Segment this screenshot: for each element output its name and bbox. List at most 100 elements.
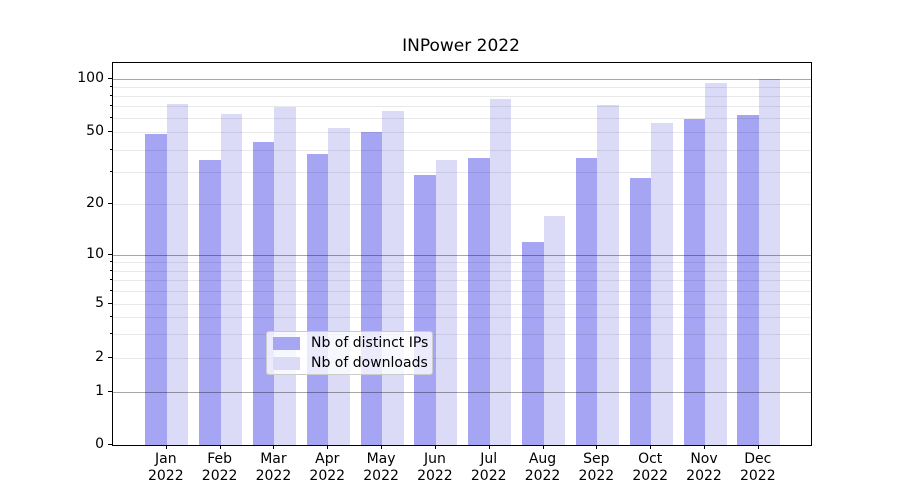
y-gridline-minor [113,317,811,318]
y-gridline-minor [113,262,811,263]
x-tick-label-month: Jul [480,451,498,467]
y-minor-tick-mark [110,85,112,87]
legend-item: Nb of distinct IPs [273,335,428,351]
x-tick-label-month: Oct [638,451,663,467]
y-gridline-minor [113,291,811,292]
y-tick-label: 5 [95,294,104,311]
y-gridline-minor [113,172,811,173]
bar-downloads [651,123,673,445]
y-gridline-minor [113,150,811,151]
bar-downloads [220,114,243,445]
x-tick-label: Oct 2022 [622,451,678,485]
x-tick-label-year: 2022 [686,468,722,484]
y-tick-label: 2 [95,349,104,366]
y-minor-tick-mark [110,148,112,150]
y-minor-tick-mark [110,171,112,173]
y-tick-label: 1 [95,382,104,399]
chart-title: INPower 2022 [402,36,520,56]
x-tick-label-month: Aug [528,451,557,467]
y-gridline-minor [113,87,811,88]
bar-downloads [758,78,781,445]
y-minor-tick-mark [110,279,112,281]
bar-distinct-ips [575,157,598,445]
y-tick-label: 10 [86,246,104,262]
y-gridline-minor [113,334,811,335]
y-minor-tick-mark [110,261,112,263]
x-tick-mark [650,445,652,449]
legend-label: Nb of downloads [311,354,428,371]
y-tick-mark [108,203,112,205]
x-tick-label: Jan 2022 [138,451,194,485]
x-tick-label: Jun 2022 [407,451,463,485]
x-tick-label-year: 2022 [255,468,292,484]
x-tick-label-month: Dec [744,451,772,467]
y-tick-label: 20 [86,195,104,212]
x-tick-label-year: 2022 [632,468,668,484]
y-gridline-minor [113,132,811,133]
y-tick-label: 100 [77,69,104,86]
x-tick-label: Apr 2022 [299,451,355,485]
bar-distinct-ips [306,153,329,445]
y-gridline-minor [113,106,811,107]
bar-distinct-ips [414,174,436,445]
y-gridline-minor [113,280,811,281]
x-tick-label-year: 2022 [524,468,561,484]
x-tick-mark [327,445,329,449]
y-minor-tick-mark [110,116,112,118]
y-tick-mark [108,131,112,132]
x-tick-label-month: Nov [690,451,718,467]
y-tick-mark [108,254,112,255]
x-tick-label-year: 2022 [578,468,615,484]
x-tick-label-year: 2022 [470,468,507,484]
bar-distinct-ips [737,115,759,445]
x-tick-label-month: Apr [315,451,340,467]
x-tick-mark [165,445,167,449]
bar-downloads [543,216,566,445]
x-tick-label-month: Sep [583,451,610,467]
x-tick-label: Mar 2022 [245,451,301,485]
x-tick-mark [757,445,759,449]
bar-downloads [435,160,458,445]
bar-downloads [274,107,296,445]
bar-downloads [382,110,404,445]
x-tick-mark [273,445,275,449]
y-tick-label: 50 [86,123,104,139]
bar-downloads [328,127,350,445]
y-gridline-major [113,392,811,393]
x-tick-label-year: 2022 [363,468,399,484]
y-gridline-minor [113,358,811,359]
x-tick-label-year: 2022 [309,468,346,484]
legend: Nb of distinct IPs Nb of downloads [266,331,433,375]
bar-downloads [489,98,512,445]
x-tick-mark [542,445,544,449]
bar-distinct-ips [199,160,221,445]
y-tick-mark [108,357,112,359]
y-gridline-minor [113,118,811,119]
x-tick-label: Sep 2022 [568,451,624,485]
x-tick-mark [704,445,705,449]
bar-downloads [597,104,619,445]
x-tick-mark [596,445,598,449]
x-tick-label-month: Jun [423,451,446,467]
x-tick-mark [488,445,490,449]
legend-item: Nb of downloads [273,355,428,371]
bar-distinct-ips [522,241,544,445]
x-tick-label: Feb 2022 [192,451,248,485]
bar-distinct-ips [629,177,652,445]
x-tick-mark [219,445,221,449]
x-tick-label: Jul 2022 [461,451,517,485]
y-minor-tick-mark [110,105,112,107]
x-tick-label-month: Mar [260,451,287,467]
x-tick-label-month: Jan [155,451,177,467]
y-gridline-minor [113,271,811,272]
y-gridline-minor [113,204,811,205]
bar-distinct-ips [252,142,275,445]
y-tick-mark [108,390,112,392]
y-tick-label: 0 [95,436,104,452]
legend-swatch [273,356,300,370]
y-gridline-major [113,255,811,256]
y-minor-tick-mark [110,333,112,335]
x-tick-label-month: Feb [207,451,232,467]
y-gridline-minor [113,304,811,305]
